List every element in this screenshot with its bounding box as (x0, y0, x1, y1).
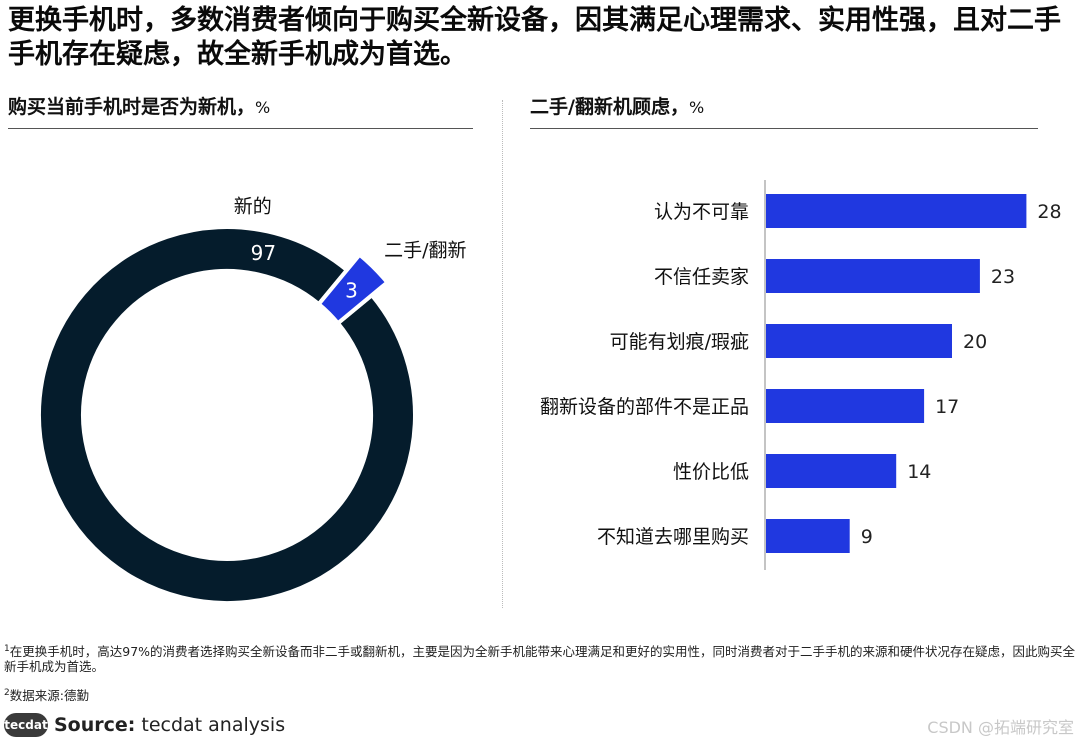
tecdat-logo: tecdat (4, 713, 48, 737)
bar-chart-title-text: 二手/翻新机顾虑， (530, 96, 689, 118)
bar-category-label-1: 不信任卖家 (654, 266, 749, 288)
donut-chart: 97 新的 3 二手/翻新 (37, 196, 466, 605)
source-value: tecdat analysis (141, 714, 286, 736)
bar-chart: 认为不可靠 28 不信任卖家 23 可能有划痕/瑕疵 20 翻新设备的部件不是正品 17 性价比… (540, 180, 1062, 570)
footnote-1-text: 在更换手机时，高达97%的消费者选择购买全新设备而非二手或翻新机，主要是因为全新… (4, 644, 1076, 675)
bar-value-label-3: 17 (935, 396, 959, 418)
bar-category-label-2: 可能有划痕/瑕疵 (610, 331, 749, 353)
headline: 更换手机时，多数消费者倾向于购买全新设备，因其满足心理需求、实用性强，且对二手手… (8, 5, 1061, 70)
panel-divider (502, 100, 503, 608)
bar-4 (766, 454, 897, 488)
footnote-2-text: 数据来源:德勤 (9, 688, 89, 704)
bar-category-label-0: 认为不可靠 (654, 201, 749, 223)
donut-chart-title-text: 购买当前手机时是否为新机， (8, 96, 256, 118)
bar-category-label-5: 不知道去哪里购买 (597, 526, 749, 548)
bar-chart-unit: % (688, 98, 705, 117)
bar-3 (766, 389, 925, 423)
watermark: CSDN @拓端研究室 (927, 718, 1074, 737)
bar-value-label-0: 28 (1037, 201, 1061, 223)
donut-slice-0 (37, 225, 417, 605)
footnote-1: 1在更换手机时，高达97%的消费者选择购买全新设备而非二手或翻新机，主要是因为全… (4, 642, 1076, 674)
left-title-rule (8, 128, 473, 129)
footnote-2: 2数据来源:德勤 (4, 686, 1076, 703)
footnote-1-marker: 1 (4, 644, 10, 654)
bar-value-label-4: 14 (907, 461, 931, 483)
bar-1 (766, 259, 980, 293)
donut-category-label-1: 二手/翻新 (384, 240, 466, 262)
bar-value-label-1: 23 (991, 266, 1015, 288)
donut-category-label-0: 新的 (234, 196, 272, 218)
bar-2 (766, 324, 952, 358)
donut-chart-unit: % (255, 98, 271, 117)
bar-0 (766, 194, 1027, 228)
source-label: Source: (54, 714, 136, 736)
donut-value-label-1: 3 (345, 279, 358, 303)
donut-value-label-0: 97 (251, 241, 276, 265)
bar-value-label-2: 20 (963, 331, 987, 353)
donut-chart-title: 购买当前手机时是否为新机，% (8, 92, 270, 119)
right-title-rule (530, 128, 1038, 129)
donut-slice-1 (315, 251, 391, 327)
bar-chart-title: 二手/翻新机顾虑，% (530, 92, 704, 119)
source-row: tecdat Source: tecdat analysis (4, 711, 285, 739)
footnote-2-marker: 2 (4, 688, 10, 698)
bar-5 (766, 519, 850, 553)
bar-value-label-5: 9 (861, 526, 873, 548)
bar-category-label-4: 性价比低 (673, 461, 749, 483)
bar-category-label-3: 翻新设备的部件不是正品 (540, 396, 749, 418)
